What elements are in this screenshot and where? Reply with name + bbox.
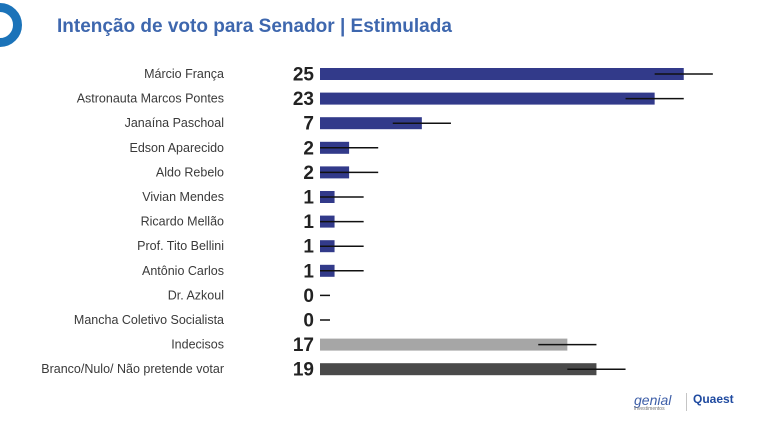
logo-divider [686,393,687,411]
value-label: 2 [303,138,314,159]
genial-logo: genial investimentos [634,392,672,412]
corner-logo [0,3,22,47]
value-label: 17 [293,335,314,356]
category-label: Aldo Rebelo [156,165,224,179]
category-label: Prof. Tito Bellini [137,239,224,253]
value-label: 25 [293,65,315,86]
bar [320,117,422,130]
category-label: Branco/Nulo/ Não pretende votar [41,362,224,376]
value-label: 19 [293,360,314,381]
bar [320,68,684,80]
bar [320,363,597,376]
bar [320,338,568,351]
category-label: Edson Aparecido [129,141,224,155]
category-label: Mancha Coletivo Socialista [74,313,224,327]
value-label: 0 [303,286,314,307]
category-label: Indecisos [171,338,224,352]
category-label: Ricardo Mellão [141,215,224,229]
value-label: 7 [303,114,314,135]
category-label: Dr. Azkoul [168,288,224,302]
category-label: Antônio Carlos [142,264,224,278]
chart-title: Intenção de voto para Senador | Estimula… [57,16,452,37]
value-label: 1 [303,212,314,233]
category-label: Astronauta Marcos Pontes [77,92,224,106]
value-label: 1 [303,237,314,258]
value-label: 23 [293,89,314,110]
value-label: 1 [303,261,314,282]
category-label: Janaína Paschoal [125,116,224,130]
value-label: 2 [303,163,314,184]
category-label: Márcio França [144,67,224,81]
bar [320,92,655,105]
value-label: 1 [303,188,314,209]
value-label: 0 [303,311,314,332]
quaest-logo: Quaest [693,392,734,406]
category-label: Vivian Mendes [142,190,224,204]
